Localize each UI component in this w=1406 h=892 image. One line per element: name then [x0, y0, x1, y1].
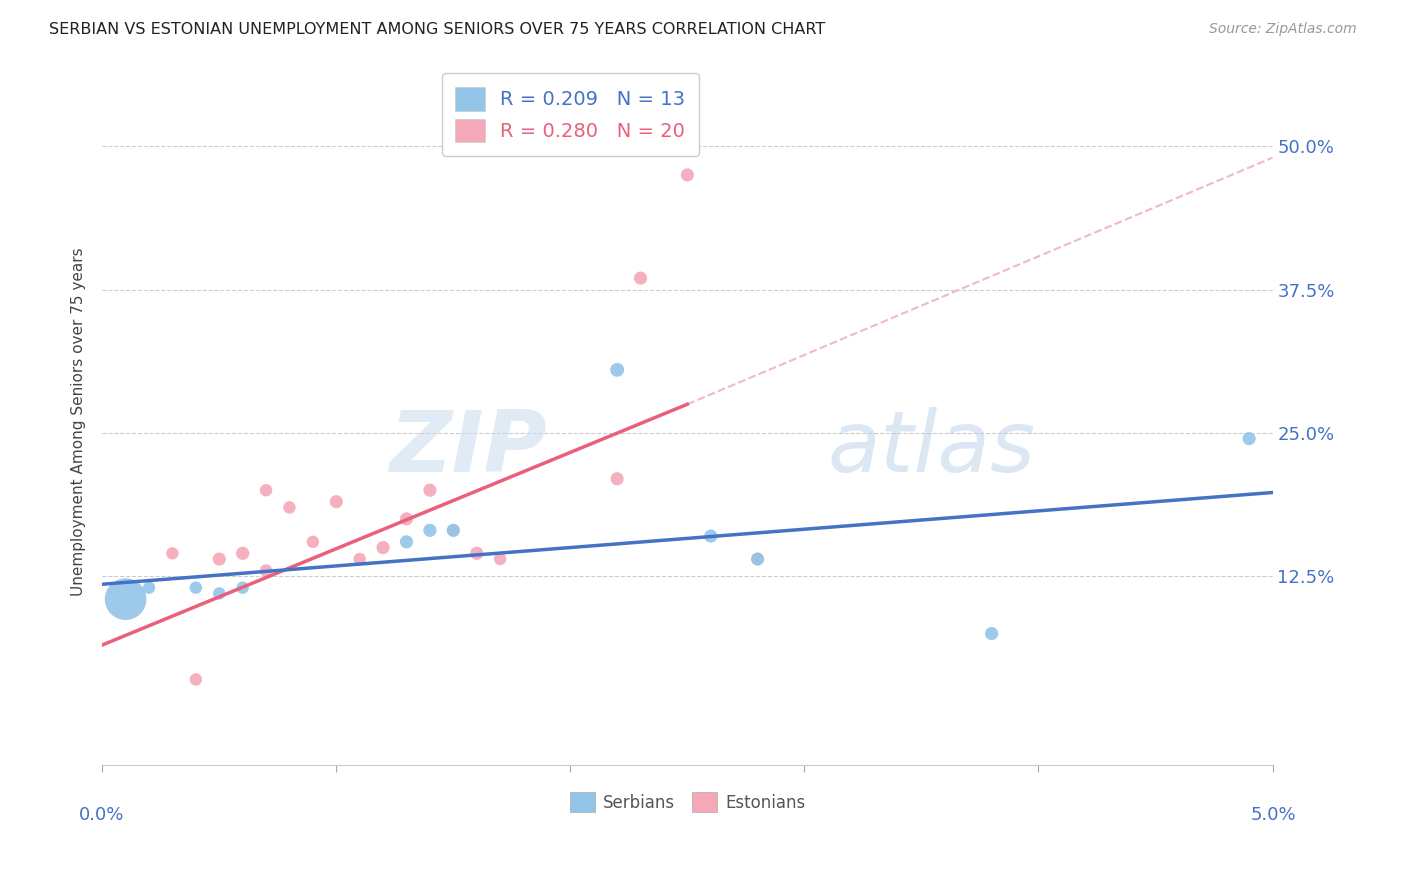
Point [441, 524, 464, 538]
Point [395, 512, 418, 526]
Point [606, 472, 628, 486]
Point [278, 500, 301, 515]
Legend: Serbians, Estonians: Serbians, Estonians [562, 785, 811, 819]
Point [138, 581, 160, 595]
Point [980, 626, 1002, 640]
Point [184, 673, 207, 687]
Point [184, 581, 207, 595]
Text: atlas: atlas [828, 408, 1036, 491]
Text: 5.0%: 5.0% [1250, 805, 1296, 823]
Point [162, 546, 184, 560]
Text: SERBIAN VS ESTONIAN UNEMPLOYMENT AMONG SENIORS OVER 75 YEARS CORRELATION CHART: SERBIAN VS ESTONIAN UNEMPLOYMENT AMONG S… [49, 22, 825, 37]
Point [419, 524, 441, 538]
Text: Source: ZipAtlas.com: Source: ZipAtlas.com [1209, 22, 1357, 37]
Point [208, 586, 231, 600]
Point [441, 524, 464, 538]
Point [371, 541, 394, 555]
Point [232, 546, 254, 560]
Point [1237, 432, 1260, 446]
Point [419, 483, 441, 498]
Point [606, 363, 628, 377]
Text: ZIP: ZIP [389, 408, 547, 491]
Text: 0.0%: 0.0% [79, 805, 124, 823]
Point [325, 494, 347, 508]
Y-axis label: Unemployment Among Seniors over 75 years: Unemployment Among Seniors over 75 years [72, 247, 86, 596]
Point [630, 271, 652, 285]
Point [465, 546, 488, 560]
Point [676, 168, 699, 182]
Point [349, 552, 371, 566]
Point [254, 483, 277, 498]
Point [395, 534, 418, 549]
Point [114, 592, 136, 607]
Point [232, 581, 254, 595]
Point [254, 564, 277, 578]
Point [747, 552, 769, 566]
Point [302, 534, 325, 549]
Point [489, 552, 512, 566]
Point [700, 529, 723, 543]
Point [747, 552, 769, 566]
Point [208, 552, 231, 566]
